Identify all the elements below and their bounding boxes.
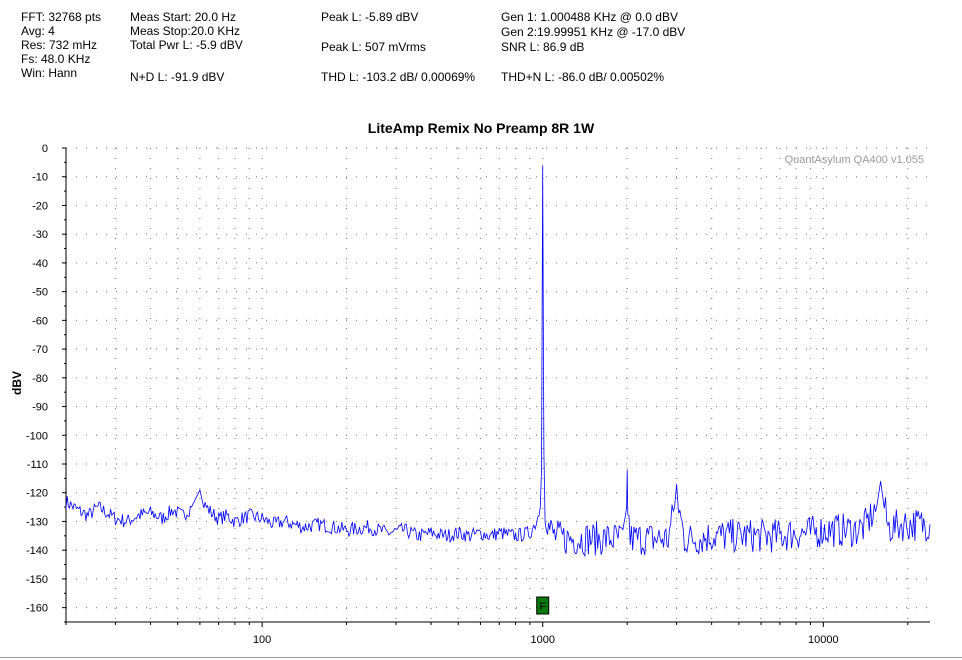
bottom-divider — [0, 657, 962, 658]
y-tick-label: -50 — [32, 287, 48, 299]
y-tick-label: -90 — [32, 402, 48, 414]
y-tick-label: -160 — [26, 603, 48, 615]
spectrum-series-line — [65, 165, 931, 558]
y-tick-label: -60 — [32, 315, 48, 327]
sample-rate-text: Fs: 48.0 KHz — [21, 52, 91, 66]
peak-vrms-text: Peak L: 507 mVrms — [321, 40, 426, 54]
y-tick-label: -130 — [26, 516, 48, 528]
window-text: Win: Hann — [21, 66, 78, 80]
y-tick-label: -120 — [26, 488, 48, 500]
chart-title: LiteAmp Remix No Preamp 8R 1W — [367, 120, 595, 136]
gen2-text: Gen 2:19.99951 KHz @ -17.0 dBV — [501, 25, 686, 39]
gen1-text: Gen 1: 1.000488 KHz @ 0.0 dBV — [501, 10, 678, 24]
x-tick-label: 1000 — [530, 634, 554, 646]
watermark-text: QuantAsylum QA400 v1.055 — [785, 154, 924, 166]
y-tick-label: 0 — [42, 143, 48, 155]
y-tick-label: -70 — [32, 344, 48, 356]
resolution-text: Res: 732 mHz — [21, 38, 98, 52]
y-tick-label: -30 — [32, 229, 48, 241]
y-tick-label: -10 — [32, 172, 48, 184]
fft-size-text: FFT: 32768 pts — [21, 10, 102, 24]
x-tick-label: 100 — [253, 634, 271, 646]
y-tick-label: -140 — [26, 545, 48, 557]
snr-text: SNR L: 86.9 dB — [501, 40, 585, 54]
y-tick-label: -100 — [26, 430, 48, 442]
meas-stop-text: Meas Stop:20.0 KHz — [130, 24, 241, 38]
thdn-text: THD+N L: -86.0 dB/ 0.00502% — [501, 70, 665, 84]
meas-start-text: Meas Start: 20.0 Hz — [130, 10, 237, 24]
header-col1: FFT: 32768 pts Avg: 4 Res: 732 mHz Fs: 4… — [21, 10, 101, 80]
y-tick-label: -80 — [32, 373, 48, 385]
y-tick-label: -40 — [32, 258, 48, 270]
peak-dbv-text: Peak L: -5.89 dBV — [321, 10, 419, 24]
fundamental-marker — [536, 596, 550, 615]
total-power-text: Total Pwr L: -5.9 dBV — [130, 38, 243, 52]
fundamental-marker-label: F — [539, 601, 546, 613]
averages-text: Avg: 4 — [21, 24, 55, 38]
y-tick-label: -20 — [32, 200, 48, 212]
y-tick-label: -150 — [26, 574, 48, 586]
y-tick-label: -110 — [27, 459, 48, 471]
thd-text: THD L: -103.2 dB/ 0.00069% — [321, 70, 476, 84]
header-col2: Meas Start: 20.0 Hz Meas Stop:20.0 KHz T… — [130, 10, 243, 52]
x-tick-label: 10000 — [808, 634, 839, 646]
noise-distortion-text: N+D L: -91.9 dBV — [130, 70, 225, 84]
